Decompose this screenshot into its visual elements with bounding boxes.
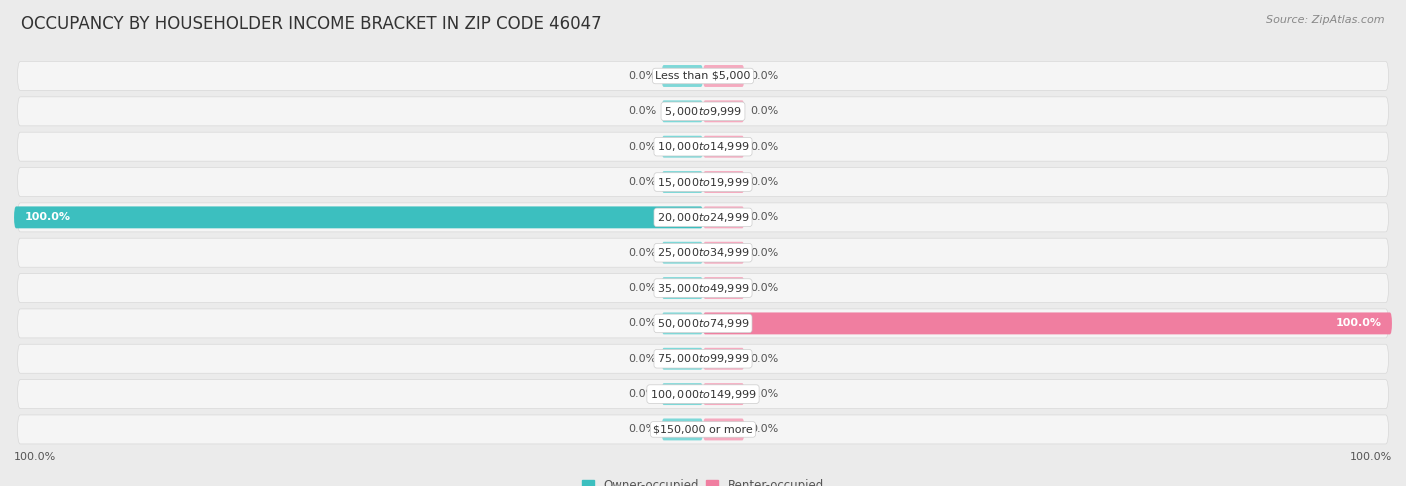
FancyBboxPatch shape xyxy=(662,383,703,405)
Text: 0.0%: 0.0% xyxy=(628,177,657,187)
FancyBboxPatch shape xyxy=(662,65,703,87)
Text: 0.0%: 0.0% xyxy=(749,106,778,116)
FancyBboxPatch shape xyxy=(17,168,1389,196)
FancyBboxPatch shape xyxy=(703,101,744,122)
FancyBboxPatch shape xyxy=(703,277,744,299)
Text: 100.0%: 100.0% xyxy=(14,452,56,462)
Text: 0.0%: 0.0% xyxy=(628,389,657,399)
FancyBboxPatch shape xyxy=(662,312,703,334)
Text: 0.0%: 0.0% xyxy=(628,424,657,434)
Text: 0.0%: 0.0% xyxy=(628,283,657,293)
FancyBboxPatch shape xyxy=(662,418,703,440)
Text: Less than $5,000: Less than $5,000 xyxy=(655,71,751,81)
Text: 0.0%: 0.0% xyxy=(628,248,657,258)
FancyBboxPatch shape xyxy=(703,242,744,264)
FancyBboxPatch shape xyxy=(703,418,744,440)
Text: $10,000 to $14,999: $10,000 to $14,999 xyxy=(657,140,749,153)
Text: 0.0%: 0.0% xyxy=(628,354,657,364)
FancyBboxPatch shape xyxy=(703,136,744,157)
Text: $20,000 to $24,999: $20,000 to $24,999 xyxy=(657,211,749,224)
Text: 0.0%: 0.0% xyxy=(628,318,657,329)
FancyBboxPatch shape xyxy=(17,415,1389,444)
FancyBboxPatch shape xyxy=(662,101,703,122)
Text: 0.0%: 0.0% xyxy=(749,248,778,258)
Text: $35,000 to $49,999: $35,000 to $49,999 xyxy=(657,281,749,295)
Text: $50,000 to $74,999: $50,000 to $74,999 xyxy=(657,317,749,330)
Text: 0.0%: 0.0% xyxy=(749,389,778,399)
Text: $150,000 or more: $150,000 or more xyxy=(654,424,752,434)
Text: $5,000 to $9,999: $5,000 to $9,999 xyxy=(664,105,742,118)
FancyBboxPatch shape xyxy=(703,312,1392,334)
Text: 100.0%: 100.0% xyxy=(1350,452,1392,462)
Text: OCCUPANCY BY HOUSEHOLDER INCOME BRACKET IN ZIP CODE 46047: OCCUPANCY BY HOUSEHOLDER INCOME BRACKET … xyxy=(21,15,602,33)
Text: Source: ZipAtlas.com: Source: ZipAtlas.com xyxy=(1267,15,1385,25)
Text: 0.0%: 0.0% xyxy=(749,142,778,152)
FancyBboxPatch shape xyxy=(17,132,1389,161)
FancyBboxPatch shape xyxy=(17,309,1389,338)
FancyBboxPatch shape xyxy=(17,344,1389,373)
Text: $100,000 to $149,999: $100,000 to $149,999 xyxy=(650,388,756,400)
FancyBboxPatch shape xyxy=(17,274,1389,303)
Text: 0.0%: 0.0% xyxy=(749,424,778,434)
Text: $15,000 to $19,999: $15,000 to $19,999 xyxy=(657,175,749,189)
FancyBboxPatch shape xyxy=(17,62,1389,90)
FancyBboxPatch shape xyxy=(662,136,703,157)
FancyBboxPatch shape xyxy=(662,348,703,370)
FancyBboxPatch shape xyxy=(703,207,744,228)
FancyBboxPatch shape xyxy=(662,277,703,299)
FancyBboxPatch shape xyxy=(14,207,703,228)
Text: $75,000 to $99,999: $75,000 to $99,999 xyxy=(657,352,749,365)
FancyBboxPatch shape xyxy=(703,65,744,87)
FancyBboxPatch shape xyxy=(662,171,703,193)
FancyBboxPatch shape xyxy=(703,171,744,193)
FancyBboxPatch shape xyxy=(17,203,1389,232)
Text: 0.0%: 0.0% xyxy=(749,212,778,223)
Text: 0.0%: 0.0% xyxy=(749,177,778,187)
FancyBboxPatch shape xyxy=(17,238,1389,267)
Text: 0.0%: 0.0% xyxy=(749,283,778,293)
Text: 0.0%: 0.0% xyxy=(628,106,657,116)
Text: $25,000 to $34,999: $25,000 to $34,999 xyxy=(657,246,749,259)
Text: 100.0%: 100.0% xyxy=(1336,318,1382,329)
Text: 0.0%: 0.0% xyxy=(749,354,778,364)
FancyBboxPatch shape xyxy=(703,383,744,405)
Text: 0.0%: 0.0% xyxy=(628,142,657,152)
Legend: Owner-occupied, Renter-occupied: Owner-occupied, Renter-occupied xyxy=(582,479,824,486)
FancyBboxPatch shape xyxy=(17,380,1389,409)
Text: 0.0%: 0.0% xyxy=(749,71,778,81)
FancyBboxPatch shape xyxy=(17,97,1389,126)
Text: 100.0%: 100.0% xyxy=(24,212,70,223)
FancyBboxPatch shape xyxy=(703,348,744,370)
FancyBboxPatch shape xyxy=(662,242,703,264)
Text: 0.0%: 0.0% xyxy=(628,71,657,81)
